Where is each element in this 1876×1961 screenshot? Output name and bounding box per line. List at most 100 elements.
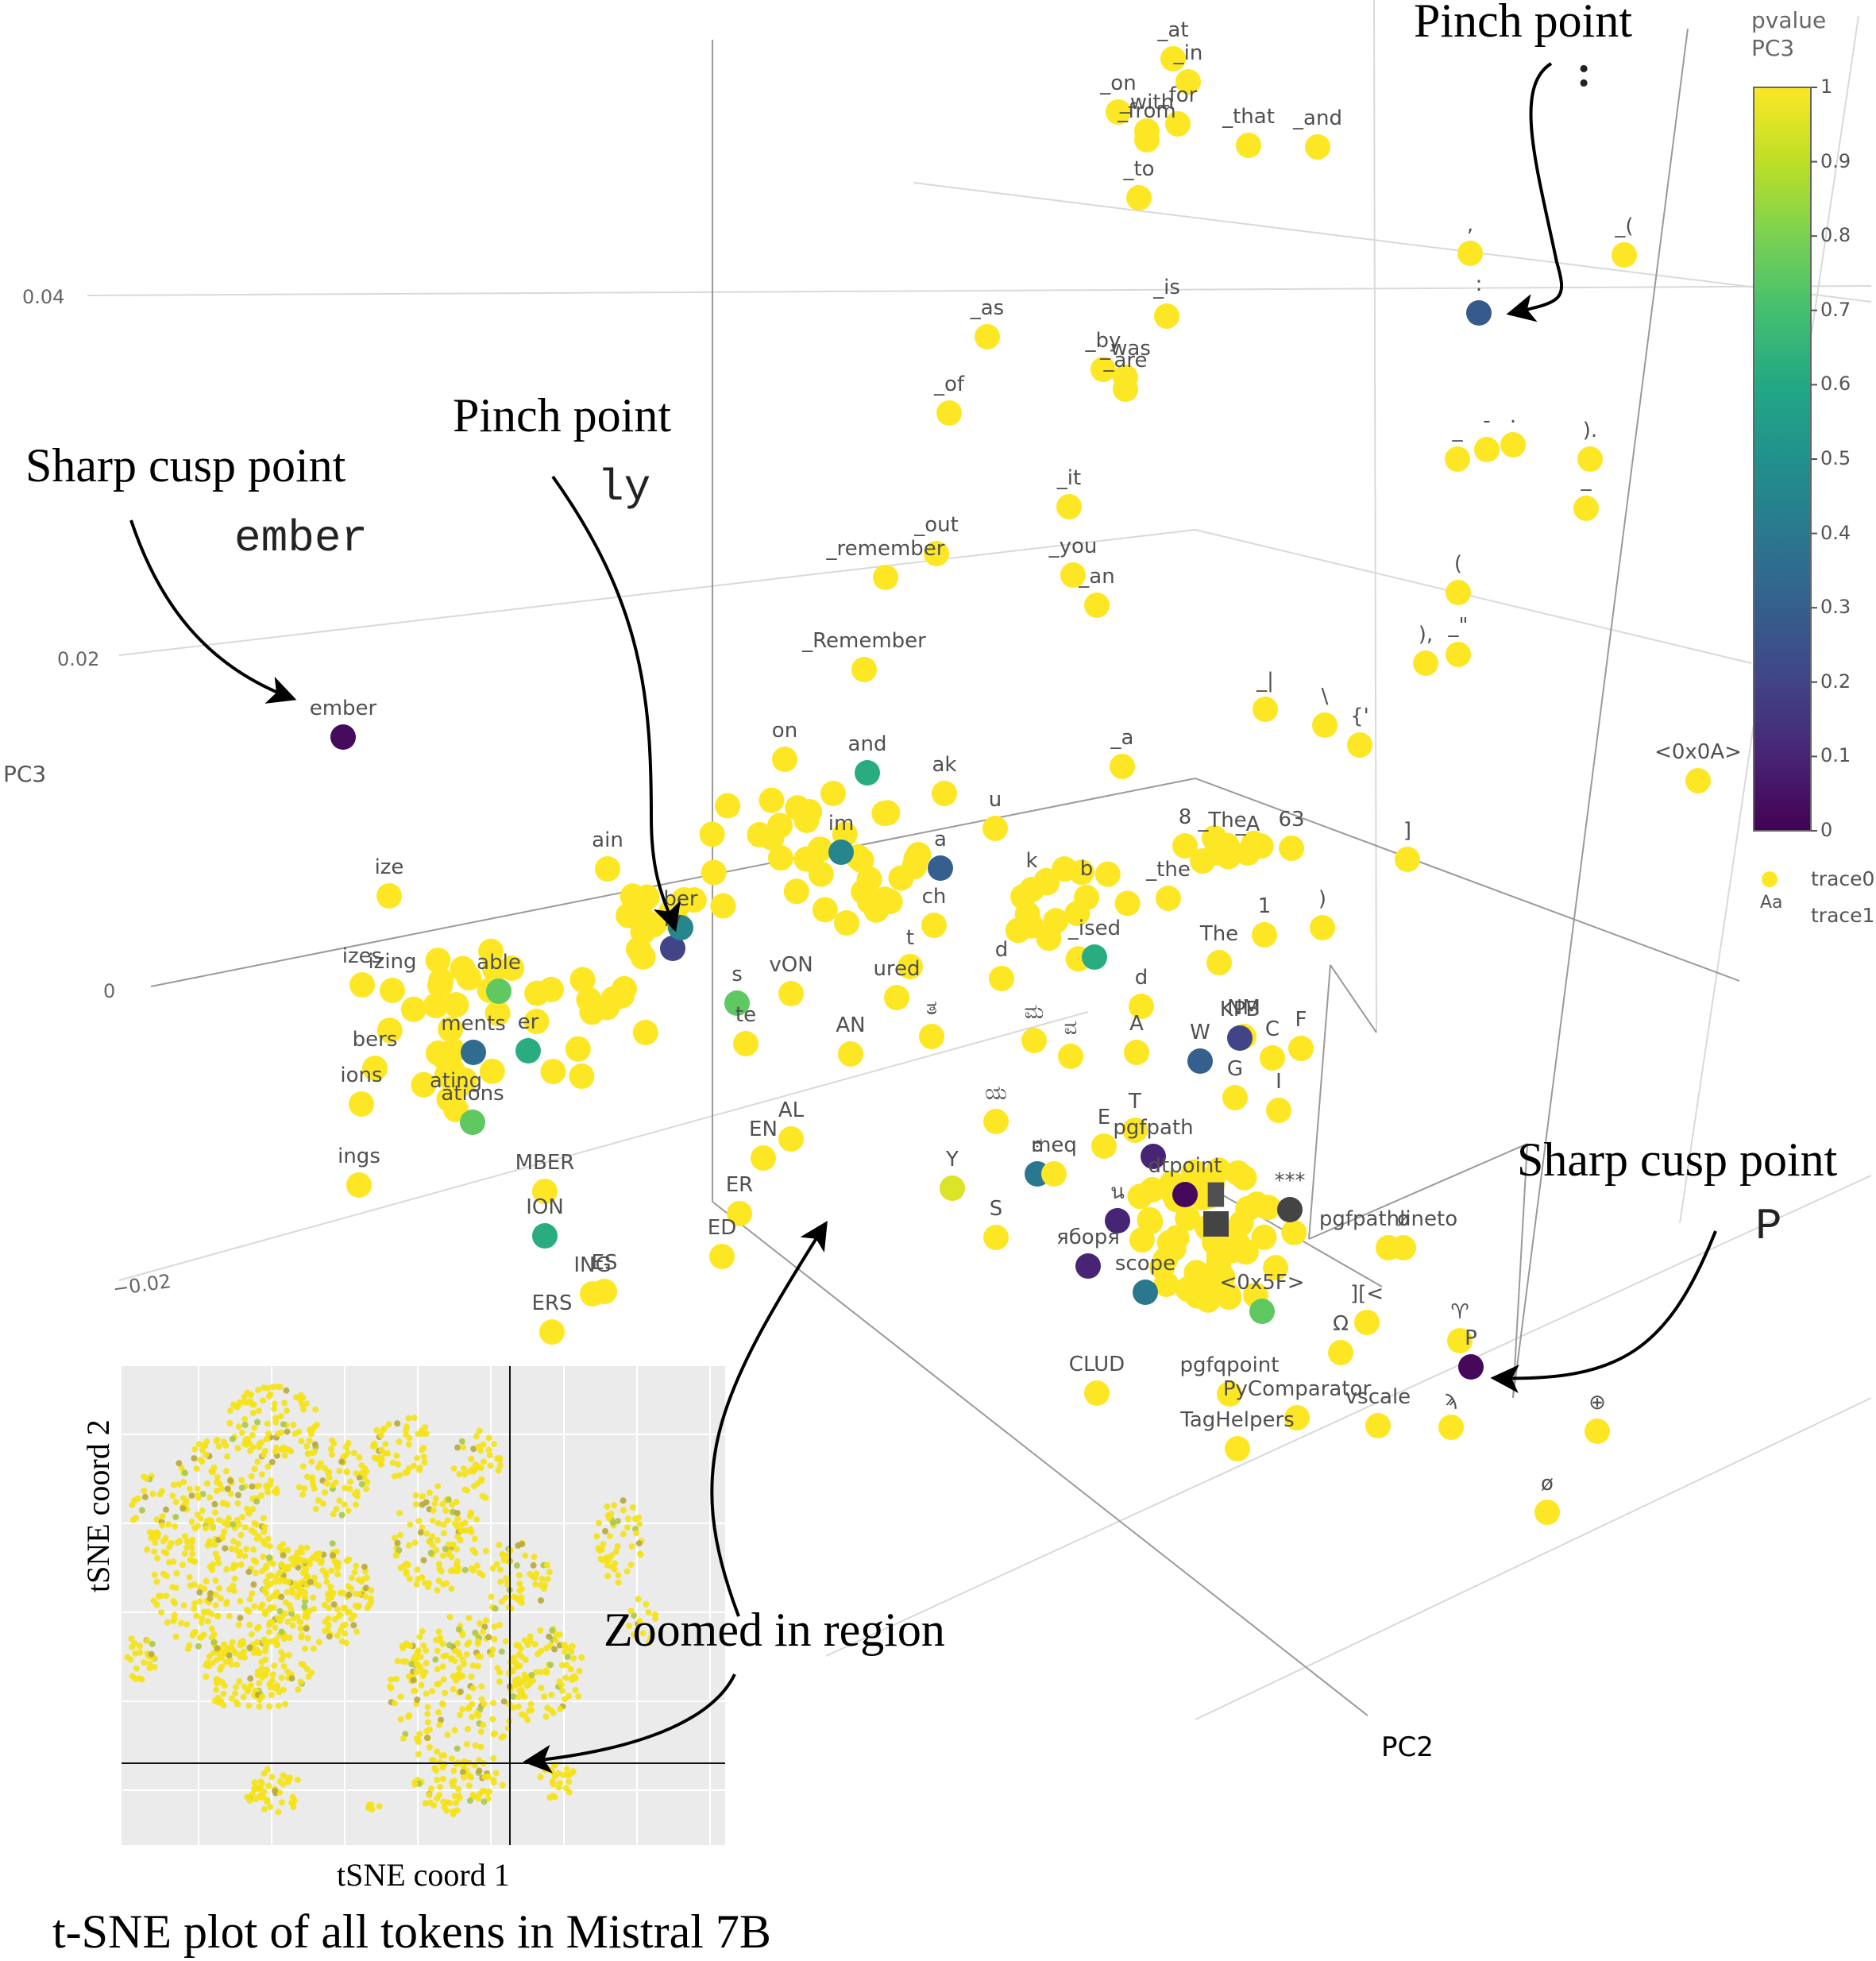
- data-point[interactable]: [1175, 1205, 1201, 1231]
- data-point[interactable]: [1206, 950, 1232, 975]
- data-point[interactable]: [523, 1009, 550, 1035]
- data-point[interactable]: [1190, 848, 1216, 874]
- data-point[interactable]: [877, 889, 903, 915]
- data-point[interactable]: [443, 992, 469, 1018]
- legend-trace0-label[interactable]: trace0: [1811, 867, 1875, 890]
- data-point[interactable]: [425, 948, 451, 974]
- data-point[interactable]: [1252, 922, 1277, 948]
- data-point[interactable]: [641, 912, 666, 938]
- data-point[interactable]: [349, 972, 375, 998]
- data-point[interactable]: [1236, 133, 1261, 158]
- data-point[interactable]: [1018, 913, 1044, 939]
- data-point[interactable]: [1577, 446, 1603, 472]
- data-point[interactable]: [1347, 732, 1372, 758]
- data-point[interactable]: [1446, 642, 1471, 667]
- data-point[interactable]: [1446, 580, 1471, 605]
- data-point[interactable]: [1203, 1211, 1229, 1237]
- data-point[interactable]: [851, 657, 877, 682]
- data-point[interactable]: [1164, 1225, 1190, 1251]
- data-point[interactable]: [1137, 1209, 1164, 1235]
- data-point[interactable]: [595, 856, 620, 882]
- data-point[interactable]: [540, 1059, 566, 1085]
- data-point[interactable]: [460, 1110, 485, 1135]
- data-point[interactable]: [783, 878, 809, 905]
- data-point[interactable]: [1210, 836, 1235, 862]
- data-point[interactable]: [724, 990, 750, 1016]
- data-point[interactable]: [767, 813, 793, 839]
- data-point[interactable]: [330, 724, 356, 750]
- data-point[interactable]: [1206, 1244, 1232, 1270]
- data-point[interactable]: [1084, 593, 1110, 618]
- data-point[interactable]: [709, 1244, 735, 1269]
- data-point[interactable]: [1391, 1235, 1416, 1260]
- data-point[interactable]: [1184, 1283, 1210, 1309]
- data-point[interactable]: [936, 400, 962, 426]
- data-point[interactable]: [1084, 1380, 1110, 1406]
- data-point[interactable]: [380, 978, 405, 1003]
- data-point[interactable]: [1165, 111, 1191, 137]
- data-point[interactable]: [438, 1016, 464, 1042]
- data-point[interactable]: [1129, 994, 1154, 1019]
- data-point[interactable]: [1058, 1044, 1083, 1069]
- data-point[interactable]: [905, 842, 932, 867]
- legend-trace1-label[interactable]: trace1: [1811, 904, 1875, 927]
- data-point[interactable]: [1466, 300, 1492, 326]
- data-point[interactable]: [1041, 1161, 1067, 1187]
- data-point[interactable]: [1288, 1036, 1314, 1061]
- data-point[interactable]: [1187, 1048, 1213, 1074]
- data-point[interactable]: [975, 324, 1000, 349]
- data-point[interactable]: [1113, 376, 1138, 402]
- data-point[interactable]: [1260, 1045, 1285, 1071]
- data-point[interactable]: [423, 993, 449, 1019]
- data-point[interactable]: [427, 972, 454, 998]
- data-point[interactable]: [499, 955, 525, 981]
- data-point[interactable]: [484, 1000, 511, 1026]
- data-point[interactable]: [1365, 1413, 1391, 1438]
- data-point[interactable]: [919, 1024, 944, 1049]
- data-point[interactable]: [1305, 134, 1330, 160]
- data-point[interactable]: [1134, 127, 1160, 152]
- data-point[interactable]: [411, 1071, 437, 1098]
- data-point[interactable]: [983, 1225, 1009, 1250]
- data-point[interactable]: [1052, 856, 1078, 882]
- data-point[interactable]: [569, 967, 596, 993]
- data-point[interactable]: [855, 760, 880, 786]
- data-point[interactable]: [1110, 754, 1135, 779]
- data-point[interactable]: [1413, 650, 1438, 676]
- data-point[interactable]: [1122, 1118, 1148, 1143]
- data-point[interactable]: [1534, 1500, 1560, 1525]
- data-point[interactable]: [778, 1126, 804, 1152]
- data-point[interactable]: [1277, 1197, 1303, 1222]
- data-point[interactable]: [538, 976, 564, 1002]
- data-point[interactable]: [1019, 877, 1044, 902]
- data-point[interactable]: [1457, 241, 1483, 266]
- data-point[interactable]: [921, 913, 947, 938]
- data-point[interactable]: [346, 1172, 372, 1198]
- data-point[interactable]: [848, 847, 874, 873]
- data-point[interactable]: [1474, 437, 1500, 462]
- data-point[interactable]: [759, 787, 785, 813]
- data-point[interactable]: [1312, 712, 1338, 738]
- data-point[interactable]: [1235, 840, 1260, 866]
- data-point[interactable]: [733, 1031, 759, 1056]
- data-point[interactable]: [376, 883, 402, 909]
- data-point[interactable]: [362, 1056, 388, 1081]
- data-point[interactable]: [1154, 303, 1179, 329]
- data-point[interactable]: [1126, 185, 1152, 210]
- data-point[interactable]: [612, 975, 637, 1002]
- data-point[interactable]: [452, 1067, 478, 1094]
- data-point[interactable]: [1438, 1415, 1464, 1440]
- data-point[interactable]: [539, 1319, 565, 1345]
- legend-trace0-marker[interactable]: [1762, 871, 1778, 887]
- data-point[interactable]: [592, 1279, 617, 1304]
- data-point[interactable]: [1160, 46, 1186, 71]
- data-point[interactable]: [376, 1017, 403, 1044]
- data-point[interactable]: [820, 781, 846, 806]
- data-point[interactable]: [1217, 1381, 1242, 1407]
- data-point[interactable]: [1021, 1028, 1047, 1053]
- data-point[interactable]: [632, 1020, 658, 1045]
- data-point[interactable]: [807, 836, 833, 863]
- data-point[interactable]: [456, 965, 482, 991]
- data-point[interactable]: [928, 855, 953, 881]
